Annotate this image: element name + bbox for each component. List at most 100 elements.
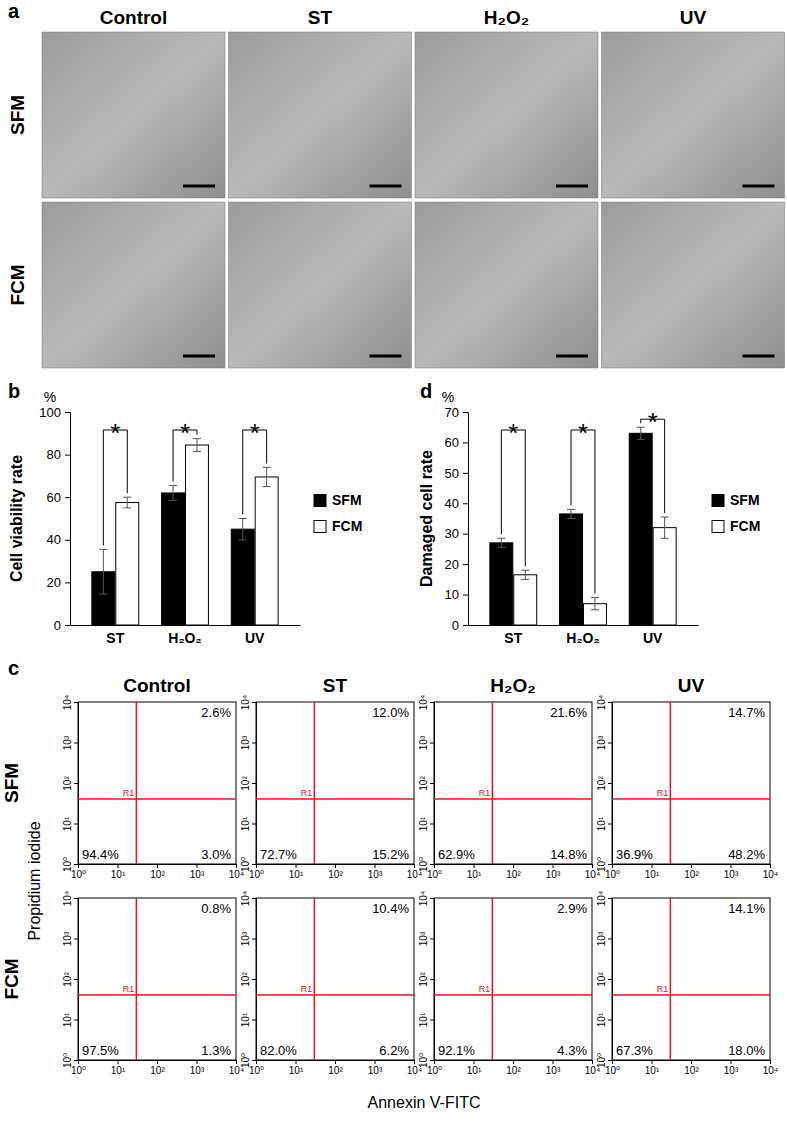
tick-label: 10² [596, 972, 607, 987]
tick-label: 10¹ [62, 1012, 73, 1027]
quadrant-percentage: 21.6% [550, 705, 587, 720]
quadrant-percentage: 1.3% [201, 1043, 231, 1058]
tick-mark [65, 412, 70, 413]
plot-frame [256, 702, 414, 864]
x-axis: 10⁰10¹10²10³10⁴ [605, 864, 778, 880]
bracket-leg [571, 430, 572, 505]
micrograph [602, 202, 785, 368]
tick-label: 40 [445, 496, 459, 511]
tick: 10³ [596, 735, 612, 750]
quadrant-percentage: 94.4% [82, 847, 119, 862]
tick-mark [74, 898, 78, 899]
tick-label: 10¹ [62, 816, 73, 831]
tick-mark [430, 864, 434, 865]
tick-mark [608, 1020, 612, 1021]
tick-label: 10⁰ [249, 1065, 264, 1076]
gate-label: R1 [123, 788, 135, 798]
tick-mark [463, 564, 468, 565]
tick-label: 10⁴ [240, 891, 251, 906]
gate-line [136, 702, 138, 864]
error-cap [193, 438, 201, 439]
x-axis: 10⁰10¹10²10³10⁴ [427, 864, 600, 880]
tick: 10⁴ [62, 891, 78, 906]
tick-label: 10² [328, 1065, 343, 1076]
tick: 10⁰ [596, 857, 612, 872]
tick-mark [463, 595, 468, 596]
y-axis: 10⁰10¹10²10³10⁴ [418, 695, 435, 872]
legend: SFM FCM [314, 492, 362, 534]
quadrant-plot: 10⁰10¹10²10³10⁴10⁰10¹10²10³10⁴R112.0%72.… [240, 695, 422, 880]
plot-area [434, 898, 592, 1060]
tick: 10⁴ [596, 891, 612, 906]
tick-label: 10² [240, 776, 251, 791]
tick: 10³ [368, 1060, 383, 1076]
tick: 10¹ [289, 864, 304, 880]
tick: 10⁰ [249, 864, 264, 880]
plot-area [92, 439, 278, 625]
axis-line [613, 865, 771, 869]
error-whisker [640, 427, 641, 439]
tick: 10³ [546, 864, 561, 880]
tick-mark [414, 1060, 415, 1064]
tick-label: 10³ [724, 1065, 739, 1076]
tick: 50 [445, 466, 468, 481]
tick-label: 50 [445, 466, 459, 481]
tick-label: UV [643, 630, 663, 646]
tick: 10² [418, 776, 434, 791]
tick-mark [65, 625, 70, 626]
error-bar [521, 570, 529, 579]
quadrant-plot: 10⁰10¹10²10³10⁴10⁰10¹10²10³10⁴R12.9%92.1… [418, 891, 600, 1076]
tick-mark [592, 864, 593, 868]
tick-mark [65, 455, 70, 456]
tick-label: 10⁴ [596, 695, 607, 710]
tick: 10⁴ [240, 695, 256, 710]
row-label: FCM [7, 264, 28, 305]
quadrant-percentage: 97.5% [82, 1043, 119, 1058]
y-axis: 10⁰10¹10²10³10⁴ [596, 891, 613, 1068]
scale-bar [370, 185, 402, 188]
tick-mark [652, 864, 653, 868]
error-cap [521, 570, 529, 571]
gate-label: R1 [657, 788, 669, 798]
annotation: * [578, 418, 588, 448]
tick: 10⁰ [427, 1060, 442, 1076]
tick-mark [74, 743, 78, 744]
tick-mark [474, 864, 475, 868]
error-cap [591, 609, 599, 610]
tick-mark [74, 1060, 78, 1061]
annotation: * [180, 418, 190, 448]
tick: 10¹ [111, 864, 126, 880]
tick-label: 10¹ [289, 869, 304, 880]
tick-mark [691, 1060, 692, 1064]
micrograph [229, 32, 412, 198]
tick-label: 10² [596, 776, 607, 791]
y-axis: 10⁰10¹10²10³10⁴ [240, 695, 257, 872]
tick-label: 10¹ [111, 869, 126, 880]
gate-line [670, 898, 672, 1060]
bar [231, 529, 254, 625]
tick-mark [463, 412, 468, 413]
tick: 40 [47, 532, 70, 547]
error-cap [637, 427, 645, 428]
tick-mark [296, 1060, 297, 1064]
error-whisker [127, 497, 128, 508]
tick-label: 10⁴ [240, 695, 251, 710]
tick-label: 10¹ [289, 1065, 304, 1076]
quadrant-percentage: 2.9% [557, 901, 587, 916]
legend-swatch [712, 521, 724, 533]
tick: 10⁴ [763, 1060, 778, 1076]
legend-label: FCM [730, 518, 760, 534]
tick-label: 10⁰ [605, 869, 620, 880]
tick: 10³ [418, 931, 434, 946]
gate-line [670, 702, 672, 864]
tick-label: H₂O₂ [566, 630, 599, 646]
legend-label: FCM [332, 518, 362, 534]
y-axis: 020406080100 [39, 405, 70, 633]
tick: 10⁰ [605, 1060, 620, 1076]
error-bar [263, 467, 271, 486]
gate-label: R1 [657, 984, 669, 994]
tick: 10¹ [62, 1012, 78, 1027]
legend-label: SFM [332, 492, 362, 508]
tick: 10¹ [240, 1012, 256, 1027]
quadrant-plot: 10⁰10¹10²10³10⁴10⁰10¹10²10³10⁴R12.6%94.4… [62, 695, 244, 880]
